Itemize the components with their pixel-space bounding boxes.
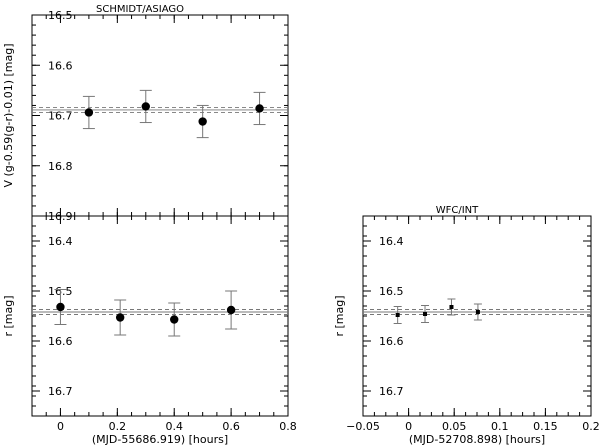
y-tick-label: 16.4 [379, 235, 404, 248]
y-tick-label: 16.6 [48, 335, 73, 348]
y-tick-label: 16.7 [379, 385, 404, 398]
x-tick-label: 0.4 [165, 420, 183, 433]
data-point [475, 310, 480, 314]
y-tick-label: 16.6 [379, 335, 404, 348]
y-tick-label: 16.4 [48, 235, 73, 248]
y-axis-label: V (g-0.59(g-r)-0.01) [mag] [2, 43, 15, 187]
x-tick-label: 0 [405, 420, 412, 433]
data-point [115, 313, 125, 322]
data-point [170, 315, 179, 324]
y-axis-label: r [mag] [2, 295, 15, 336]
data-point [423, 312, 428, 316]
x-tick-label: 0.15 [533, 420, 558, 433]
x-axis-label: (MJD-55686.919) [hours] [92, 433, 228, 446]
y-axis-label: r [mag] [333, 295, 346, 336]
data-point [449, 305, 454, 309]
y-tick-label: 16.7 [48, 385, 73, 398]
x-tick-label: 0.8 [279, 420, 297, 433]
x-tick-label: 0.6 [222, 420, 240, 433]
x-axis-label: (MJD-52708.898) [hours] [409, 433, 545, 446]
panel-schmidt-r: 16.416.516.616.70 0.2 0.4 0.6 0.8(MJD-55686.… [2, 215, 297, 446]
y-tick-label: 16.7 [48, 110, 73, 123]
panel-title: WFC/INT [436, 205, 479, 216]
data-point [84, 108, 94, 117]
x-tick-label: 0.2 [582, 420, 600, 433]
y-tick-label: 16.5 [379, 285, 404, 298]
data-point [226, 305, 236, 315]
x-tick-label: −0.05 [346, 420, 380, 433]
data-point [395, 313, 400, 317]
x-tick-label: 0.2 [109, 420, 127, 433]
data-point [56, 302, 65, 312]
x-tick-label: 0.05 [442, 420, 467, 433]
panel-title: SCHMIDT/ASIAGO [96, 4, 184, 15]
x-tick-label: 0.1 [491, 420, 509, 433]
panel-wfc-r: WFC/INT 16.4 16.5 16.6 16.7 −0.05 0 0.05 0.1 0.15… [333, 205, 600, 446]
data-point [255, 104, 264, 113]
data-point [141, 102, 150, 111]
data-point [198, 117, 207, 126]
y-tick-label: 16.8 [48, 160, 73, 173]
x-tick-label: 0 [57, 420, 64, 433]
y-tick-label: 16.6 [48, 59, 73, 72]
